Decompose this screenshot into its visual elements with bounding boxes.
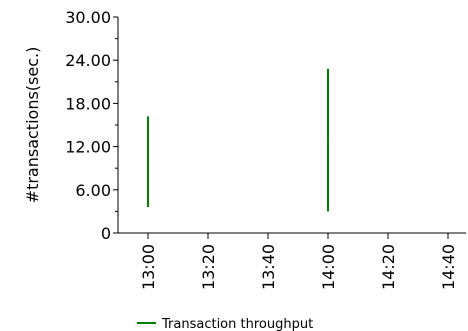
y-tick-label: 12.00 bbox=[65, 138, 111, 157]
x-tick-label: 13:40 bbox=[259, 244, 278, 290]
x-tick-label: 13:20 bbox=[199, 244, 218, 290]
legend: Transaction throughput bbox=[137, 317, 313, 331]
axes: 0 6.00 12.00 18.00 24.00 30.00 13:00 13:20 13:40… bbox=[65, 8, 466, 290]
y-tick-label: 30.00 bbox=[65, 8, 111, 27]
y-tick-label: 24.00 bbox=[65, 51, 111, 70]
plot-area bbox=[147, 68, 329, 212]
legend-label: Transaction throughput bbox=[161, 317, 313, 331]
x-tick-label: 14:40 bbox=[439, 244, 458, 290]
x-tick-label: 14:20 bbox=[379, 244, 398, 290]
y-tick-label: 6.00 bbox=[75, 181, 111, 200]
x-tick-label: 14:00 bbox=[319, 244, 338, 290]
y-axis-label: #transactions(sec.) bbox=[23, 47, 42, 204]
y-tick-label: 18.00 bbox=[65, 94, 111, 113]
y-tick-label: 0 bbox=[101, 224, 111, 243]
x-tick-label: 13:00 bbox=[139, 244, 158, 290]
